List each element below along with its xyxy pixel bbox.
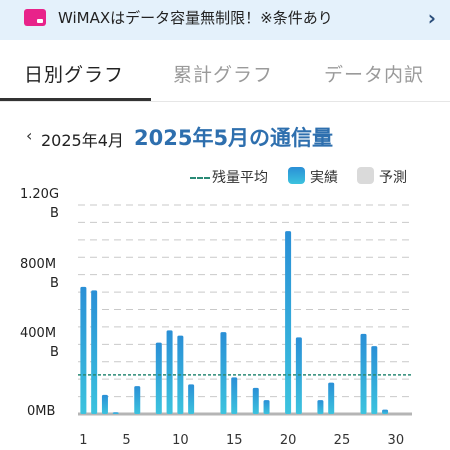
bar-day-24[interactable] xyxy=(328,382,335,414)
x-tick-label: 1 xyxy=(79,433,88,448)
bar-day-17[interactable] xyxy=(252,387,259,414)
tab-data-breakdown[interactable]: データ内訳 xyxy=(324,64,425,86)
y-tick-label: B xyxy=(50,206,59,221)
legend-average-label: 残量平均 xyxy=(212,170,268,186)
bar-day-20[interactable] xyxy=(285,231,292,414)
bar-day-2[interactable] xyxy=(91,290,98,414)
x-tick-label: 15 xyxy=(225,433,243,448)
y-tick-label: B xyxy=(50,275,59,291)
y-tick-label: 1.20G xyxy=(20,187,60,202)
banner-text: WiMAXはデータ容量無制限！※条件あり xyxy=(58,9,333,27)
x-tick-label: 10 xyxy=(172,433,189,448)
bar-day-18[interactable] xyxy=(263,400,270,414)
legend-actual-swatch xyxy=(288,167,305,184)
previous-month-link[interactable]: 2025年4月 xyxy=(41,131,124,150)
y-tick-label: 800M xyxy=(20,256,57,272)
x-tick-label: 30 xyxy=(387,433,405,448)
bar-day-28[interactable] xyxy=(371,346,378,414)
legend-forecast-swatch xyxy=(357,167,374,184)
legend-average-line xyxy=(190,177,210,179)
chevron-left-icon[interactable]: ‹ xyxy=(26,126,33,145)
chevron-right-icon[interactable]: › xyxy=(427,6,436,30)
current-month-title: 2025年5月の通信量 xyxy=(134,126,334,150)
y-tick-label: 400M xyxy=(20,326,57,342)
bar-day-23[interactable] xyxy=(317,400,324,414)
x-tick-label: 5 xyxy=(122,433,131,448)
bar-day-11[interactable] xyxy=(188,384,195,414)
y-tick-label: B xyxy=(50,345,59,361)
tab-cumulative-graph[interactable]: 累計グラフ xyxy=(173,64,274,86)
active-tab-indicator xyxy=(0,98,151,101)
legend-actual-label: 実績 xyxy=(310,170,338,186)
x-tick-label: 25 xyxy=(333,433,351,448)
tab-bar: 日別グラフ 累計グラフ データ内訳 xyxy=(0,40,450,102)
bar-day-9[interactable] xyxy=(166,330,173,414)
bar-day-1[interactable] xyxy=(80,286,87,414)
bar-day-10[interactable] xyxy=(177,335,184,414)
x-tick-label: 20 xyxy=(279,433,297,448)
bar-day-21[interactable] xyxy=(295,337,302,414)
bar-day-6[interactable] xyxy=(134,386,141,414)
bar-day-3[interactable] xyxy=(101,394,108,414)
promo-banner[interactable]: WiMAXはデータ容量無制限！※条件あり › xyxy=(0,0,450,40)
bar-day-4[interactable] xyxy=(112,412,119,414)
legend-forecast-label: 予測 xyxy=(379,170,407,186)
y-tick-label: 0MB xyxy=(27,404,56,419)
bar-day-8[interactable] xyxy=(155,342,162,414)
bar-day-14[interactable] xyxy=(220,332,227,414)
bar-day-29[interactable] xyxy=(382,409,389,414)
bar-day-27[interactable] xyxy=(360,333,367,414)
router-icon xyxy=(24,9,46,26)
bar-day-15[interactable] xyxy=(231,377,238,414)
tab-daily-graph[interactable]: 日別グラフ xyxy=(24,64,125,86)
